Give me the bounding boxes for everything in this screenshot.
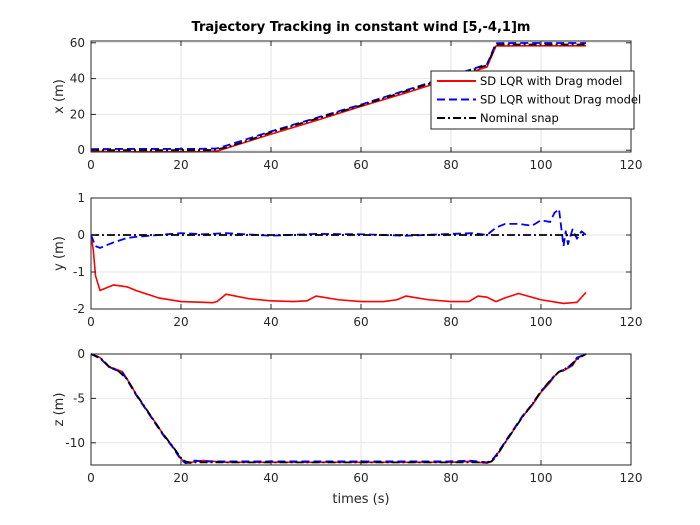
x-tick-label: 0: [87, 471, 95, 485]
x-tick-label: 100: [530, 158, 553, 172]
series-line-nominal-snap: [91, 353, 587, 464]
x-tick-label: 60: [353, 158, 368, 172]
x-tick-label: 40: [263, 471, 278, 485]
x-tick-label: 20: [173, 471, 188, 485]
x-tick-label: 60: [353, 315, 368, 329]
x-tick-label: 80: [443, 315, 458, 329]
y-tick-label: 0: [77, 143, 85, 157]
y-tick-label: -1: [73, 265, 85, 279]
subplot-y: 0 20 40 60 80 100 120 -2 -1 0 1 y (m): [52, 191, 642, 329]
legend-label: SD LQR with Drag model: [480, 74, 622, 88]
series-line-sd-lqr-without-drag-model: [91, 208, 587, 249]
x-tick-label: 120: [620, 471, 643, 485]
ylabel-x: x (m): [52, 79, 67, 114]
legend-label: SD LQR without Drag model: [480, 93, 641, 107]
subplot-z: 0 20 40 60 80 100 120 -10 -5 0 z (m): [52, 347, 642, 485]
y-tick-label: 0: [77, 228, 85, 242]
ylabel-z: z (m): [52, 393, 67, 427]
x-tick-label: 100: [530, 315, 553, 329]
x-tick-label: 40: [263, 158, 278, 172]
x-tick-label: 120: [620, 315, 643, 329]
x-tick-label: 80: [443, 158, 458, 172]
xlabel-bottom: times (s): [332, 492, 389, 507]
x-tick-label: 0: [87, 158, 95, 172]
y-tick-label: 1: [77, 191, 85, 205]
y-tick-label: -5: [73, 391, 85, 405]
series-line-sd-lqr-with-drag-model: [91, 234, 587, 305]
legend: SD LQR with Drag model SD LQR without Dra…: [430, 70, 641, 130]
x-tick-label: 80: [443, 471, 458, 485]
legend-label: Nominal snap: [480, 111, 559, 125]
y-tick-label: 60: [70, 36, 85, 50]
y-tick-label: 40: [70, 72, 85, 86]
x-tick-label: 20: [173, 315, 188, 329]
y-tick-label: 0: [77, 347, 85, 361]
x-tick-label: 0: [87, 315, 95, 329]
ylabel-y: y (m): [52, 236, 67, 271]
x-tick-label: 100: [530, 471, 553, 485]
y-tick-label: -10: [65, 436, 85, 450]
x-tick-label: 40: [263, 315, 278, 329]
x-tick-label: 120: [620, 158, 643, 172]
y-tick-label: 20: [70, 107, 85, 121]
x-tick-label: 20: [173, 158, 188, 172]
x-tick-label: 60: [353, 471, 368, 485]
figure-title: Trajectory Tracking in constant wind [5,…: [192, 20, 531, 35]
y-tick-label: -2: [73, 302, 85, 316]
